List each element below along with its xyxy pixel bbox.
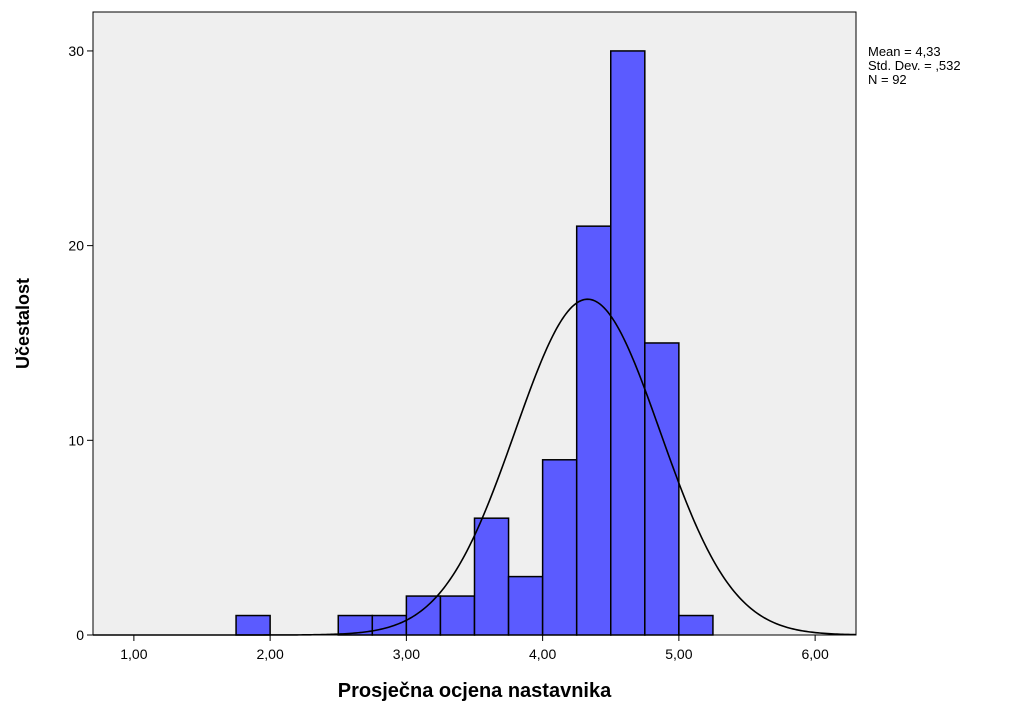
histogram-bar [644, 342, 680, 636]
stats-n: N = 92 [868, 72, 907, 87]
histogram-bar [371, 614, 408, 636]
histogram-bar [610, 50, 646, 636]
y-axis-ticks: 0 10 20 30 [68, 43, 93, 643]
y-tick-label: 10 [68, 432, 84, 448]
stats-std-dev: Std. Dev. = ,532 [868, 58, 961, 73]
x-axis-title: Prosječna ocjena nastavnika [338, 680, 612, 702]
normal-curve [93, 298, 857, 636]
stats-box: Mean = 4,33 Std. Dev. = ,532 N = 92 [868, 44, 961, 87]
histogram-bar [473, 517, 510, 636]
histogram-bar [439, 595, 476, 636]
y-tick-label: 0 [76, 627, 84, 643]
x-tick-label: 2,00 [257, 646, 284, 662]
y-tick-label: 30 [68, 43, 84, 59]
histogram-bar [575, 225, 612, 636]
histogram-bar [507, 575, 544, 636]
x-tick-label: 4,00 [529, 646, 556, 662]
histogram-bar [405, 595, 442, 636]
x-tick-label: 5,00 [665, 646, 692, 662]
x-axis-ticks: 1,00 2,00 3,00 4,00 5,00 6,00 [120, 635, 829, 662]
x-tick-label: 1,00 [120, 646, 147, 662]
histogram-bar [235, 614, 271, 636]
histogram-bar [678, 614, 714, 636]
stats-mean: Mean = 4,33 [868, 44, 941, 59]
x-tick-label: 6,00 [802, 646, 829, 662]
x-tick-label: 3,00 [393, 646, 420, 662]
y-axis-title: Učestalost [13, 278, 33, 369]
bars-group [235, 50, 714, 636]
histogram-bar [541, 459, 578, 636]
y-tick-label: 20 [68, 238, 84, 254]
